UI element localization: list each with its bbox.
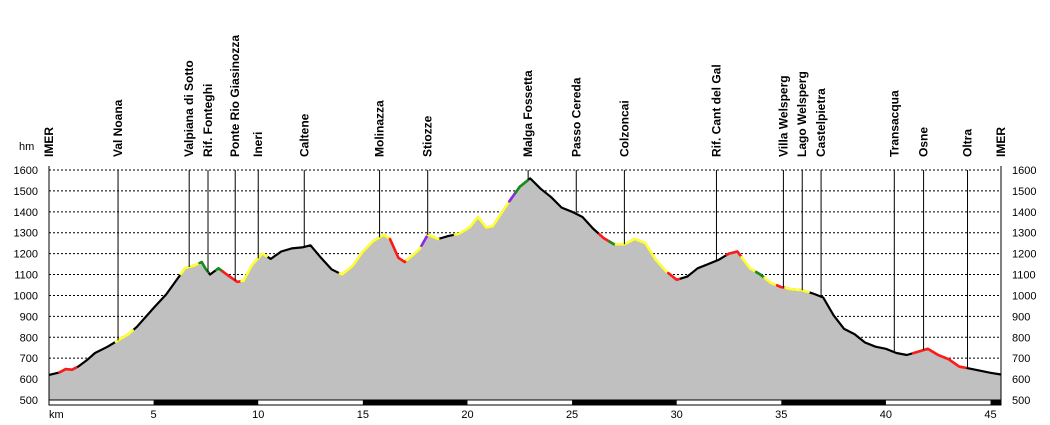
y-tick-label-left: 1300	[14, 228, 38, 240]
y-tick-label-right: 1600	[1012, 165, 1036, 177]
waypoint-label: Molinazza	[373, 100, 387, 157]
y-tick-label-left: 900	[20, 311, 38, 323]
x-axis-band-block	[362, 400, 468, 405]
path-segment-purple	[507, 191, 517, 203]
x-axis-band-block	[990, 400, 1001, 405]
waypoint-label: Transacqua	[887, 90, 901, 157]
path-segment-yellow	[338, 233, 392, 276]
profile-area	[49, 178, 1001, 400]
path-segment-red	[911, 347, 967, 370]
y-tick-label-right: 1000	[1012, 290, 1036, 302]
path-segment-yellow	[240, 252, 268, 283]
path-segment-green	[215, 266, 224, 273]
x-tick-label: 25	[566, 409, 578, 421]
path-segment-green	[514, 178, 530, 194]
waypoint-label: Malga Fossetta	[521, 70, 535, 157]
x-tick-label: 15	[357, 409, 369, 421]
y-tick-label-left: 600	[20, 374, 38, 386]
path-segment-red	[725, 250, 743, 259]
waypoint-label: Ineri	[251, 132, 265, 157]
waypoint-label: IMER	[994, 127, 1008, 157]
path-segment-yellow	[426, 233, 440, 241]
waypoint-label: Osne	[917, 127, 931, 157]
y-tick-label-right: 600	[1012, 374, 1030, 386]
path-segment-red	[58, 366, 78, 374]
y-tick-label-left: 1500	[14, 186, 38, 198]
x-tick-label: 45	[984, 409, 996, 421]
y-tick-label-left: 700	[20, 353, 38, 365]
waypoint-label: Rif. Cant del Gal	[709, 64, 723, 157]
x-tick-label: 20	[461, 409, 473, 421]
y-tick-label-left: 1600	[14, 165, 38, 177]
y-tick-label-right: 1200	[1012, 249, 1036, 261]
x-tick-label: 10	[252, 409, 264, 421]
profile-fill	[49, 178, 1001, 400]
waypoint-label: Stiozze	[421, 115, 435, 157]
y-tick-label-left: 1400	[14, 207, 38, 219]
y-tick-label-left: 500	[20, 395, 38, 407]
y-tick-label-left: 1200	[14, 249, 38, 261]
y-tick-label-left: 1100	[14, 270, 38, 282]
path-segment-yellow	[784, 286, 810, 294]
waypoint-label: Ponte Rio Giasinozza	[228, 35, 242, 157]
waypoint-label: IMER	[42, 127, 56, 157]
x-tick-label: 35	[775, 409, 787, 421]
waypoint-label: Passo Cereda	[569, 77, 583, 157]
path-segment-yellow	[740, 255, 758, 274]
x-axis-band-block	[781, 400, 886, 405]
y-tick-label-right: 1500	[1012, 186, 1036, 198]
path-segment-yellow	[179, 261, 201, 276]
x-axis-band-block	[153, 400, 259, 405]
path-segment-green	[198, 260, 210, 274]
x-tick-label: 40	[880, 409, 892, 421]
x-axis-unit-label: km	[49, 409, 64, 421]
y-tick-label-right: 900	[1012, 311, 1030, 323]
path-segment-yellow	[763, 276, 779, 287]
x-tick-label: 5	[151, 409, 157, 421]
y-tick-label-right: 1100	[1012, 270, 1036, 282]
waypoint-label: Val Noana	[111, 99, 125, 157]
waypoint-label: Valpiana di Sotto	[182, 60, 196, 157]
waypoint-label: Lago Welsperg	[795, 71, 809, 157]
path-segment-purple	[420, 233, 430, 248]
waypoint-label: Castelpietra	[814, 88, 828, 157]
waypoint-label: Rif. Fonteghi	[201, 84, 215, 157]
axes: 500 500 600 600 700 700 800 800 900 900 1000 1000 11…	[14, 165, 1037, 421]
path-segment-yellow	[114, 329, 134, 344]
path-segment-green	[754, 270, 766, 280]
y-tick-label-right: 1300	[1012, 228, 1036, 240]
path-segment-yellow	[453, 200, 511, 236]
y-tick-label-left: 800	[20, 332, 38, 344]
path-segment-red	[775, 284, 787, 290]
path-segment-yellow	[405, 244, 423, 262]
waypoint-markers: IMER Val Noana Valpiana di Sotto Rif. Fonte…	[42, 35, 1008, 369]
waypoint-label: Caltene	[297, 113, 311, 157]
path-segment-red	[666, 271, 681, 282]
x-axis-band-block	[572, 400, 677, 405]
x-tick-label: 30	[671, 409, 683, 421]
y-tick-label-right: 500	[1012, 395, 1030, 407]
waypoint-label: Colzoncai	[617, 100, 631, 157]
y-tick-label-right: 1400	[1012, 207, 1036, 219]
path-segment-red	[597, 232, 612, 243]
waypoint-label: Oltra	[961, 129, 975, 157]
y-tick-label-right: 700	[1012, 353, 1030, 365]
y-tick-label-right: 800	[1012, 332, 1030, 344]
path-segment-red	[221, 270, 243, 284]
y-tick-label-left: 1000	[14, 290, 38, 302]
waypoint-label: Villa Welsperg	[776, 75, 790, 157]
colored-segments	[48, 177, 1002, 376]
y-axis-unit-label: hm	[19, 141, 34, 153]
path-segment-red	[388, 237, 409, 264]
